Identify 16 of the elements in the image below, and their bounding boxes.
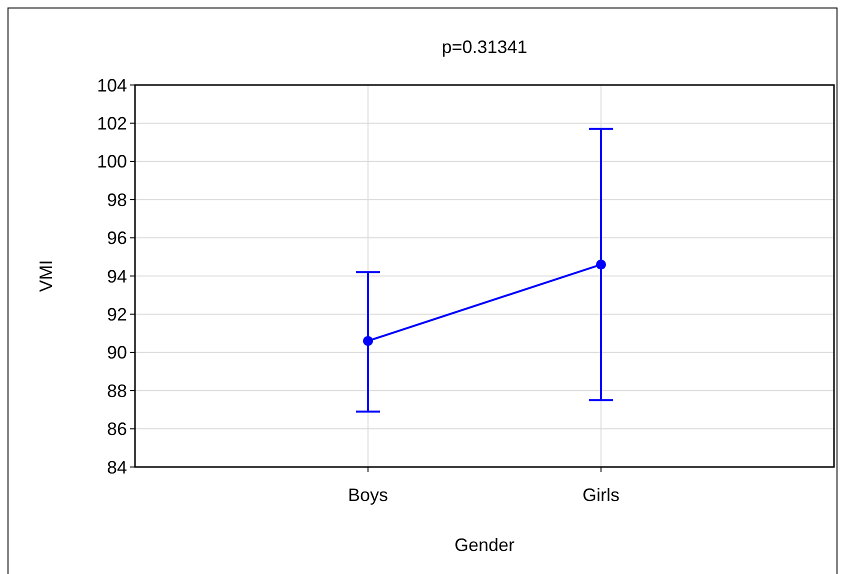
- x-tick-label: Girls: [582, 485, 620, 505]
- x-tick-label: Boys: [348, 485, 388, 505]
- y-tick-label: 96: [106, 228, 127, 248]
- x-axis-title: Gender: [454, 535, 515, 555]
- y-tick-label: 88: [106, 380, 127, 401]
- y-tick-label: 102: [96, 114, 127, 134]
- y-tick-label: 86: [106, 419, 127, 440]
- y-tick-label: 104: [96, 75, 127, 96]
- y-axis-title: VMI: [36, 260, 56, 292]
- y-tick-label: 94: [106, 266, 127, 286]
- y-tick-label: 98: [106, 190, 127, 210]
- y-tick-label: 90: [106, 342, 127, 363]
- y-tick-label: 84: [106, 457, 127, 478]
- y-tick-label: 92: [106, 304, 127, 324]
- y-tick-label: 100: [96, 152, 127, 172]
- chart-title: p=0.31341: [442, 37, 528, 57]
